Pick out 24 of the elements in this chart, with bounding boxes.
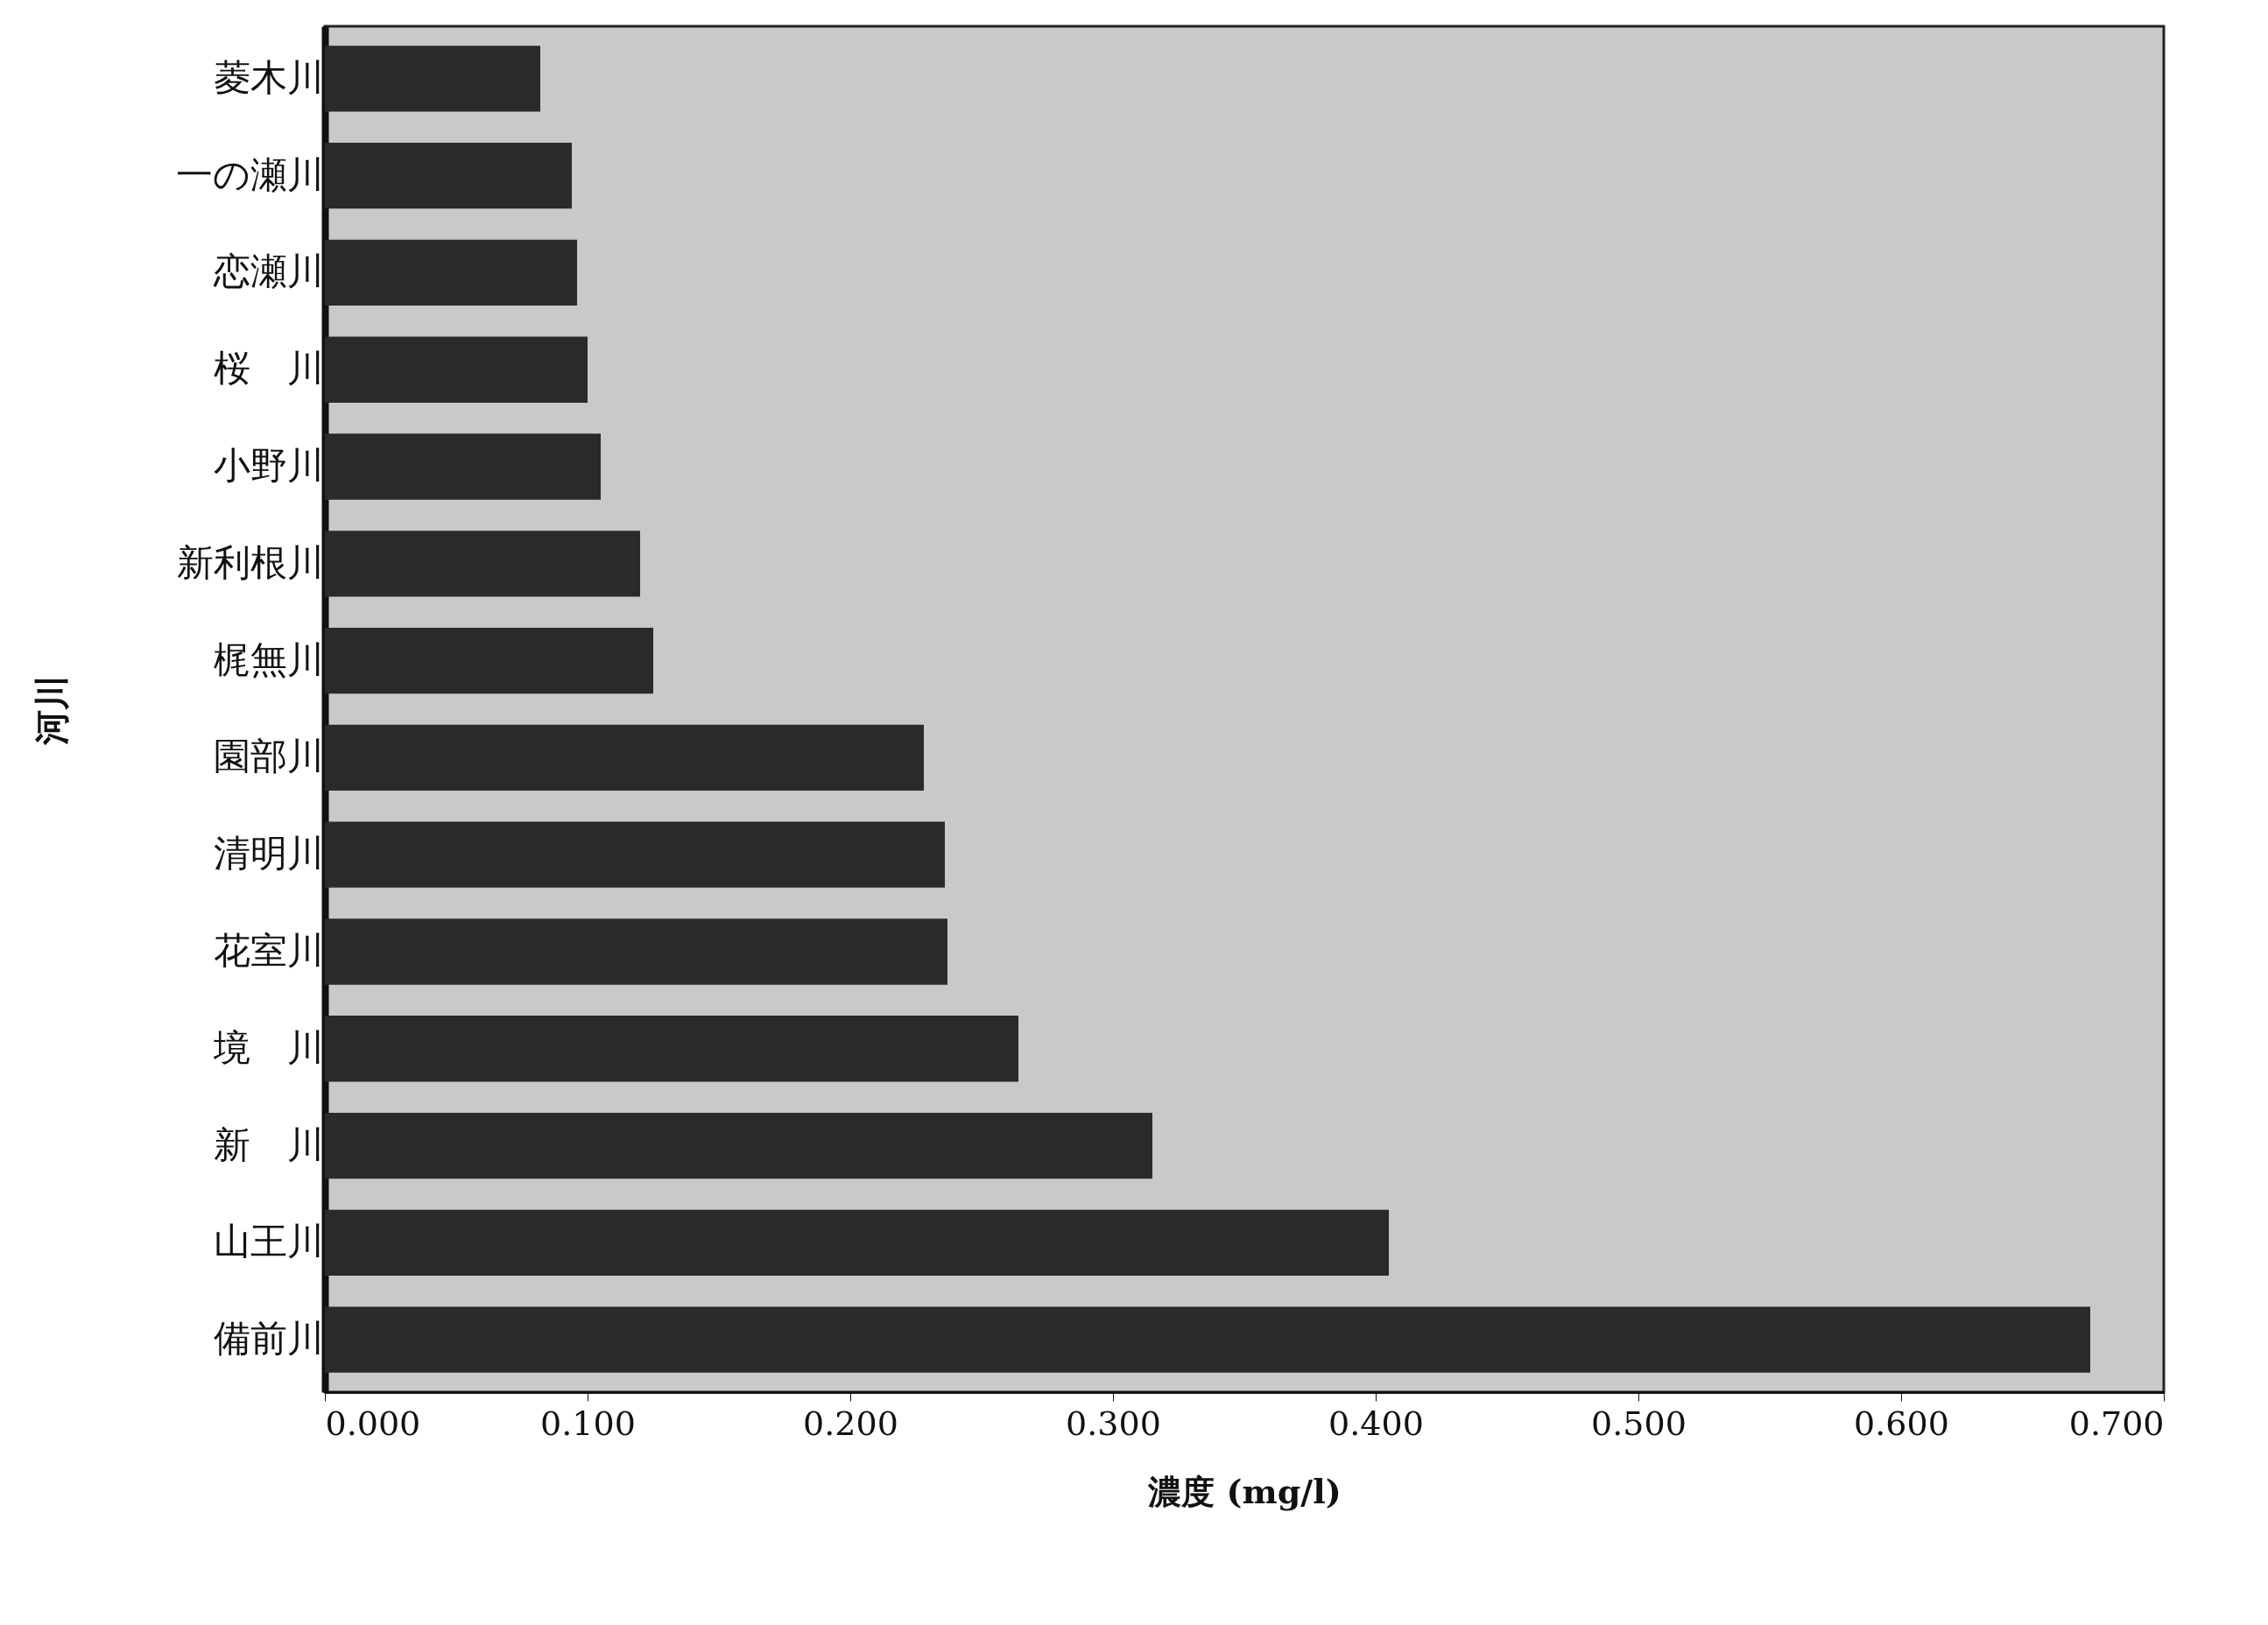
y-tick-label: 菱木川 <box>213 55 324 99</box>
y-tick-label: 山王川 <box>213 1220 324 1263</box>
x-tick-label: 0.200 <box>803 1403 898 1443</box>
x-tick-label: 0.100 <box>540 1403 636 1443</box>
y-tick-label: 備前川 <box>213 1317 324 1361</box>
x-tick-label: 0.400 <box>1328 1403 1424 1443</box>
y-tick-label: 恋瀬川 <box>212 250 324 293</box>
y-tick-label: 小野川 <box>213 444 324 488</box>
y-tick-label: 清明川 <box>213 832 324 876</box>
x-tick-label: 0.500 <box>1591 1403 1687 1443</box>
x-tick-label: 0.700 <box>2068 1403 2165 1443</box>
y-axis-title: 河川 <box>30 674 72 746</box>
y-tick-label: 園部川 <box>213 735 324 778</box>
y-tick-label: 一の瀬川 <box>175 152 324 196</box>
y-tick-label: 梶無川 <box>213 637 324 681</box>
y-tick-label: 境 川 <box>212 1025 324 1069</box>
y-tick-label: 桜 川 <box>213 347 324 390</box>
x-tick-label: 0.600 <box>1854 1403 1949 1443</box>
x-axis-title: 濃度 (mg/l) <box>1147 1471 1342 1511</box>
y-tick-label: 花室川 <box>213 928 324 972</box>
x-tick-label: 0.300 <box>1066 1403 1161 1443</box>
y-tick-label: 新利根川 <box>176 540 324 584</box>
x-tick-label: 0.000 <box>325 1403 421 1443</box>
y-tick-label: 新 川 <box>213 1122 324 1166</box>
